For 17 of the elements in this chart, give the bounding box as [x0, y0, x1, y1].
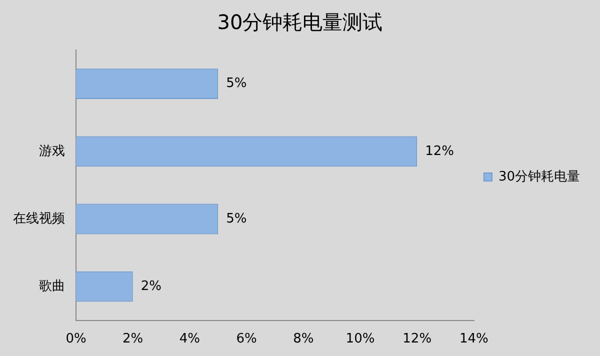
x-tick-label: 4% [179, 332, 200, 347]
y-tick-label: 在线视频 [13, 211, 65, 226]
chart-title: 30分钟耗电量测试 [217, 10, 383, 34]
y-tick-label: 歌曲 [39, 278, 65, 294]
data-label: 12% [425, 144, 454, 159]
x-tick-label: 14% [460, 332, 488, 347]
x-tick-label: 2% [122, 332, 144, 347]
data-label: 5% [226, 211, 247, 226]
y-tick-label: 游戏 [39, 144, 65, 159]
x-tick-label: 10% [346, 332, 375, 347]
x-tick-label: 6% [236, 332, 257, 347]
data-label: 5% [226, 76, 247, 92]
x-tick-label: 8% [293, 332, 314, 347]
x-tick-label: 12% [402, 332, 432, 347]
legend-label: 30分钟耗电量 [498, 169, 580, 184]
x-tick-label: 0% [66, 332, 86, 347]
data-label: 2% [140, 278, 162, 294]
